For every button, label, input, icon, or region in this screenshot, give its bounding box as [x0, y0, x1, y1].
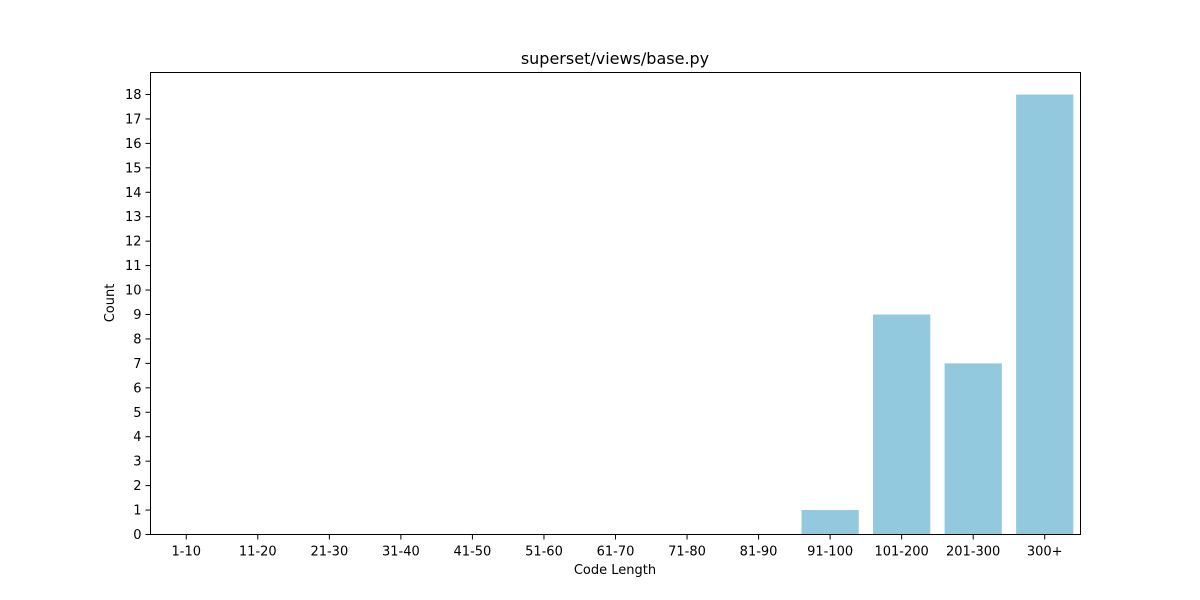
y-tick-label: 17: [125, 112, 142, 127]
y-tick-label: 10: [125, 284, 142, 299]
y-tick-label: 1: [133, 504, 141, 519]
y-tick-label: 12: [125, 235, 142, 250]
bar-101-200: [873, 314, 931, 535]
x-axis: 1-10 11-20 21-30 31-40 41-50 51-60 61-70 71-80 8…: [172, 534, 1063, 560]
bar-300+: [1016, 94, 1074, 535]
chart-title: superset/views/base.py: [521, 49, 709, 68]
x-tick-label: 61-70: [597, 545, 635, 560]
x-tick-label: 11-20: [239, 545, 277, 560]
x-tick-label: 300+: [1027, 545, 1063, 560]
y-tick-label: 4: [133, 430, 141, 445]
x-tick-label: 41-50: [454, 545, 492, 560]
y-tick-label: 15: [125, 161, 142, 176]
y-tick-label: 14: [125, 186, 142, 201]
y-tick-label: 9: [133, 308, 141, 323]
y-tick-label: 7: [133, 357, 141, 372]
x-tick-label: 81-90: [740, 545, 778, 560]
plot-frame: [150, 72, 1081, 535]
y-tick-label: 8: [133, 332, 141, 347]
x-tick-label: 71-80: [668, 545, 706, 560]
y-tick-label: 6: [133, 381, 141, 396]
x-axis-label: Code Length: [574, 563, 656, 578]
bar-201-300: [944, 363, 1002, 535]
y-tick-label: 13: [125, 210, 142, 225]
x-tick-label: 101-200: [874, 545, 928, 560]
x-tick-label: 1-10: [172, 545, 202, 560]
x-tick-label: 51-60: [525, 545, 563, 560]
bar-91-100: [801, 510, 859, 535]
y-axis-label: Count: [103, 284, 118, 323]
x-tick-label: 21-30: [310, 545, 348, 560]
y-tick-label: 0: [133, 528, 141, 543]
y-tick-label: 11: [125, 259, 142, 274]
y-tick-label: 2: [133, 479, 141, 494]
y-tick-label: 18: [125, 88, 142, 103]
bars-group: [801, 94, 1074, 535]
x-tick-label: 31-40: [382, 545, 420, 560]
y-tick-label: 5: [133, 406, 141, 421]
y-tick-label: 3: [133, 455, 141, 470]
y-tick-label: 16: [125, 137, 142, 152]
x-tick-label: 201-300: [946, 545, 1000, 560]
x-tick-label: 91-100: [807, 545, 853, 560]
